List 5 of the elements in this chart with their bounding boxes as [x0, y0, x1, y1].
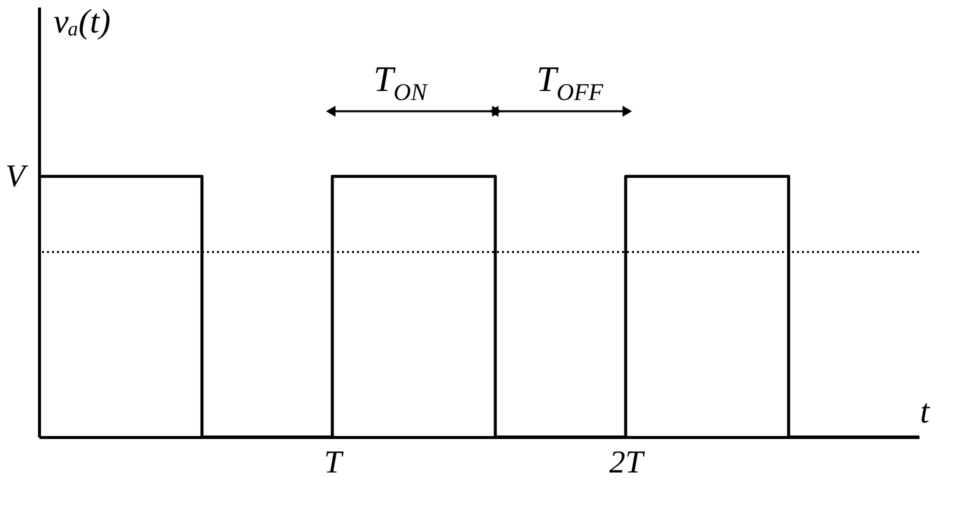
text: V: [5, 157, 28, 194]
x-axis-title: t: [920, 394, 932, 430]
x-tick-label: T: [324, 444, 344, 480]
y-axis-title: vₐ(t): [54, 4, 111, 40]
x-tick-label: 2T: [609, 444, 646, 480]
